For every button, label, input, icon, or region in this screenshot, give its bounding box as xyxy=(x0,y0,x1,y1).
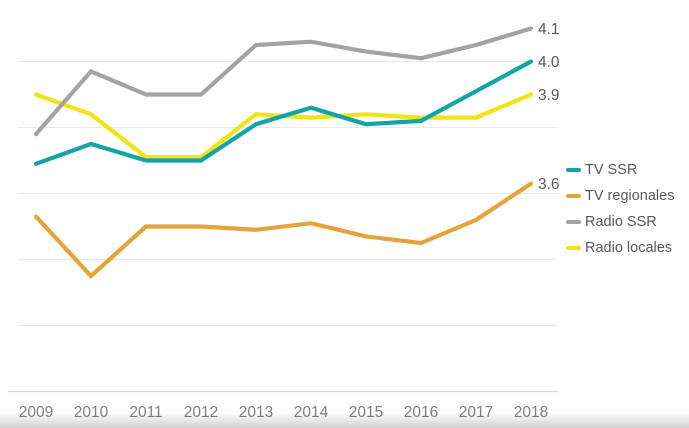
legend-label: Radio locales xyxy=(585,239,673,256)
legend-label: TV SSR xyxy=(585,161,638,178)
series-line-tv-regionales xyxy=(33,181,534,279)
x-tick-label: 2011 xyxy=(129,404,162,421)
x-tick-label: 2013 xyxy=(239,404,273,421)
end-value-label: 3.6 xyxy=(538,176,560,193)
end-value-label: 4.1 xyxy=(538,21,560,38)
x-tick-label: 2017 xyxy=(459,404,493,421)
legend-label: Radio SSR xyxy=(585,213,657,230)
legend-item-tv-ssr: TV SSR xyxy=(566,157,674,183)
x-tick-label: 2010 xyxy=(74,404,109,421)
x-tick-label: 2009 xyxy=(19,404,53,421)
legend-swatch xyxy=(566,246,581,250)
series-line-tv-ssr xyxy=(33,59,534,166)
legend-swatch xyxy=(566,220,581,224)
legend-swatch xyxy=(566,194,581,198)
legend-swatch xyxy=(566,168,581,172)
end-value-label: 3.9 xyxy=(538,87,560,104)
x-tick-label: 2015 xyxy=(349,404,383,421)
series-line-radio-ssr xyxy=(33,26,534,137)
legend-item-radio-ssr: Radio SSR xyxy=(566,209,674,235)
x-tick-label: 2012 xyxy=(184,404,218,421)
x-tick-label: 2014 xyxy=(294,404,329,421)
legend-item-radio-locales: Radio locales xyxy=(566,235,674,261)
x-tick-label: 2016 xyxy=(404,404,438,421)
end-value-label: 4.0 xyxy=(538,54,560,71)
x-tick-label: 2018 xyxy=(514,404,548,421)
legend-label: TV regionales xyxy=(585,187,675,204)
legend-item-tv-regionales: TV regionales xyxy=(566,183,674,209)
chart-legend: TV SSR TV regionales Radio SSR Radio locale… xyxy=(566,157,674,261)
